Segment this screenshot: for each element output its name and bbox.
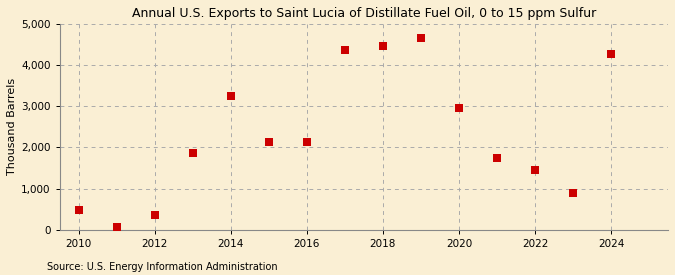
- Point: [530, 168, 541, 173]
- Text: Source: U.S. Energy Information Administration: Source: U.S. Energy Information Administ…: [47, 262, 278, 272]
- Point: [225, 94, 236, 98]
- Title: Annual U.S. Exports to Saint Lucia of Distillate Fuel Oil, 0 to 15 ppm Sulfur: Annual U.S. Exports to Saint Lucia of Di…: [132, 7, 596, 20]
- Point: [149, 212, 160, 217]
- Point: [491, 156, 502, 160]
- Y-axis label: Thousand Barrels: Thousand Barrels: [7, 78, 17, 175]
- Point: [188, 151, 198, 155]
- Point: [111, 224, 122, 229]
- Point: [605, 51, 616, 56]
- Point: [74, 208, 84, 212]
- Point: [568, 191, 578, 195]
- Point: [416, 36, 427, 40]
- Point: [340, 48, 350, 52]
- Point: [302, 140, 313, 144]
- Point: [263, 140, 274, 144]
- Point: [377, 43, 388, 48]
- Point: [454, 106, 464, 111]
